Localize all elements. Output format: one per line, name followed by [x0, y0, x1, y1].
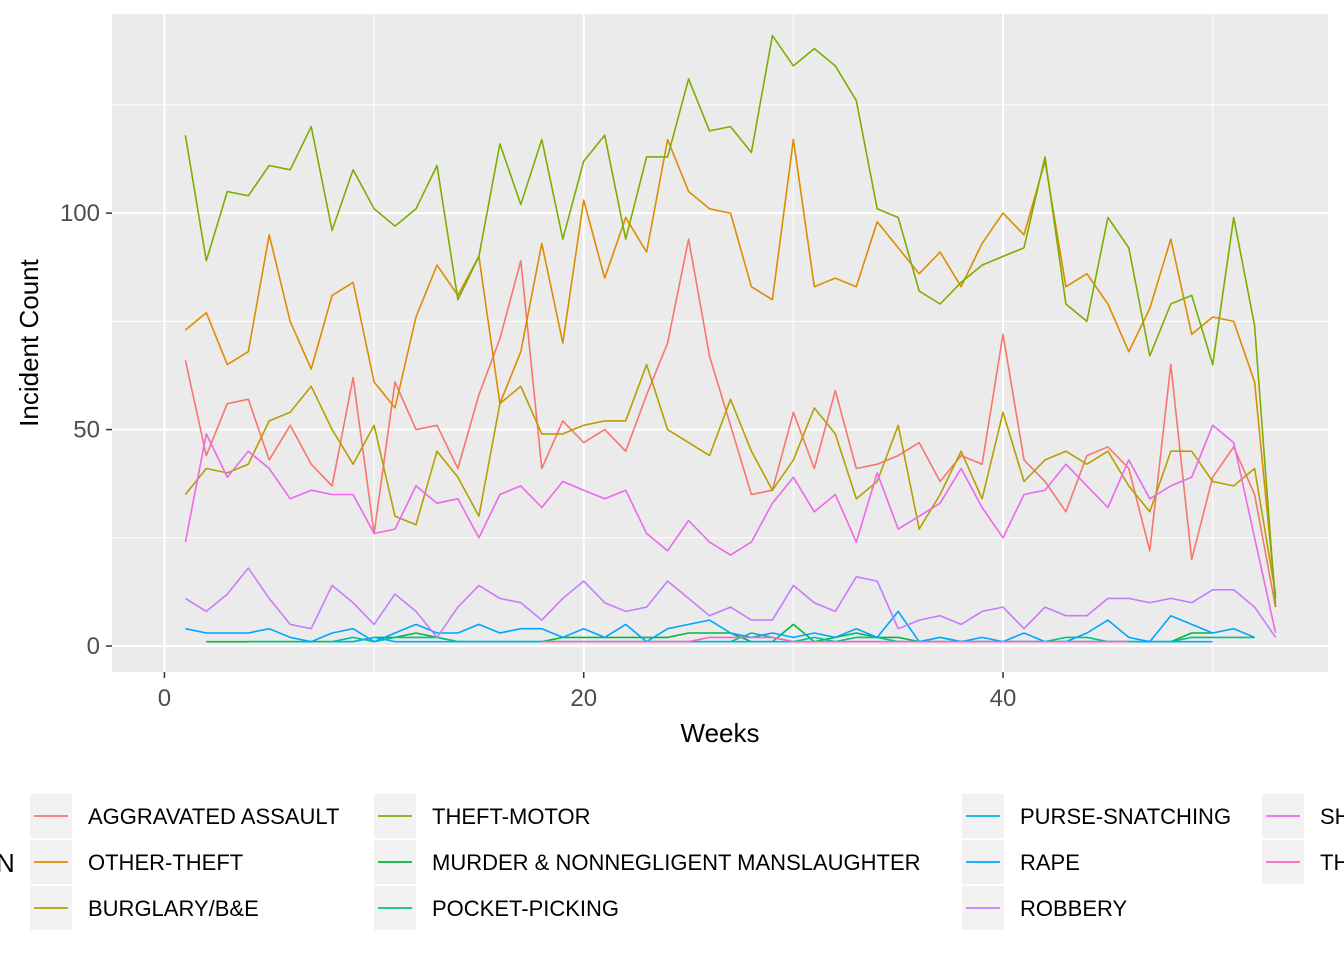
y-tick-label: 0: [87, 633, 100, 660]
x-axis-title: Weeks: [681, 718, 760, 748]
legend-label: TH: [1320, 850, 1344, 875]
axis-ticks: 0 20 40 0 50 100: [60, 200, 1016, 712]
series-line: [248, 632, 1255, 643]
legend-label: POCKET-PICKING: [432, 896, 619, 921]
series-line: [184, 363, 1277, 595]
legend-label: MURDER & NONNEGLIGENT MANSLAUGHTER: [432, 850, 921, 875]
series-line: [184, 238, 1277, 608]
legend-label: AGGRAVATED ASSAULT: [88, 804, 339, 829]
legend-label: THEFT-MOTOR: [432, 804, 590, 829]
legend-label: OTHER-THEFT: [88, 850, 243, 875]
series-layer: [184, 34, 1277, 643]
x-tick-label: 20: [570, 685, 597, 712]
legend-title: N: [0, 848, 15, 878]
series-line: [185, 610, 1255, 643]
y-tick-label: 100: [60, 200, 100, 227]
series-line: [184, 424, 1277, 634]
plot-panel: [112, 14, 1328, 672]
series-line: [184, 34, 1277, 608]
minor-gridlines: [112, 14, 1328, 672]
major-gridlines: [112, 14, 1328, 672]
series-line: [541, 636, 1129, 643]
series-line: [184, 567, 1277, 639]
legend-label: PURSE-SNATCHING: [1020, 804, 1231, 829]
y-tick-label: 50: [73, 417, 100, 444]
x-tick-label: 0: [158, 685, 171, 712]
legend-label: BURGLARY/B&E: [88, 896, 259, 921]
legend-label: SH: [1320, 804, 1344, 829]
y-axis-title: Incident Count: [14, 258, 44, 426]
legend-label: ROBBERY: [1020, 896, 1128, 921]
legend-label: RAPE: [1020, 850, 1080, 875]
legend: N AGGRAVATED ASSAULT OTHER-THEFT BURGLARY/…: [0, 794, 1344, 930]
x-tick-label: 40: [990, 685, 1017, 712]
